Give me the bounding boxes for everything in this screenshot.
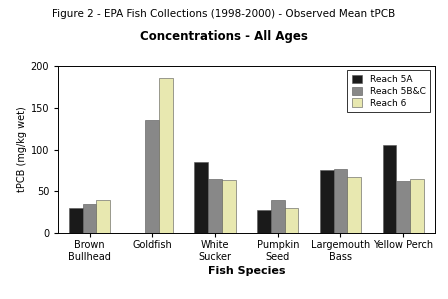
Bar (334, 169, 347, 233)
X-axis label: Fish Species: Fish Species (208, 266, 285, 276)
Bar (96, 200, 110, 233)
Bar (347, 177, 361, 233)
Text: Concentrations - All Ages: Concentrations - All Ages (140, 30, 308, 43)
Bar (410, 179, 424, 233)
Bar (69, 208, 83, 233)
Bar (396, 181, 410, 233)
Bar (208, 179, 222, 233)
Text: Figure 2 - EPA Fish Collections (1998-2000) - Observed Mean tPCB: Figure 2 - EPA Fish Collections (1998-20… (52, 9, 396, 19)
Bar (383, 145, 396, 233)
Bar (222, 181, 236, 233)
Legend: Reach 5A, Reach 5B&C, Reach 6: Reach 5A, Reach 5B&C, Reach 6 (347, 70, 430, 112)
Bar (284, 208, 298, 233)
Bar (320, 170, 334, 233)
Bar (194, 162, 208, 233)
Bar (271, 200, 284, 233)
Bar (257, 210, 271, 233)
Bar (83, 204, 96, 233)
Bar (159, 78, 173, 233)
Y-axis label: tPCB (mg/kg wet): tPCB (mg/kg wet) (17, 107, 26, 192)
Bar (146, 120, 159, 233)
